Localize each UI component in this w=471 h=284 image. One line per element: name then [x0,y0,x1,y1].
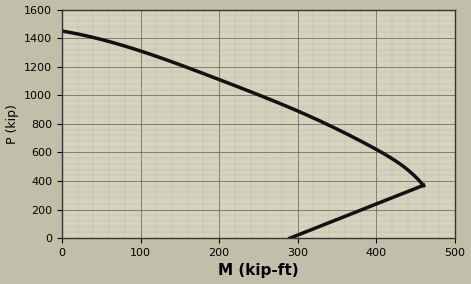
X-axis label: M (kip-ft): M (kip-ft) [218,264,299,278]
Y-axis label: P (kip): P (kip) [6,104,18,144]
